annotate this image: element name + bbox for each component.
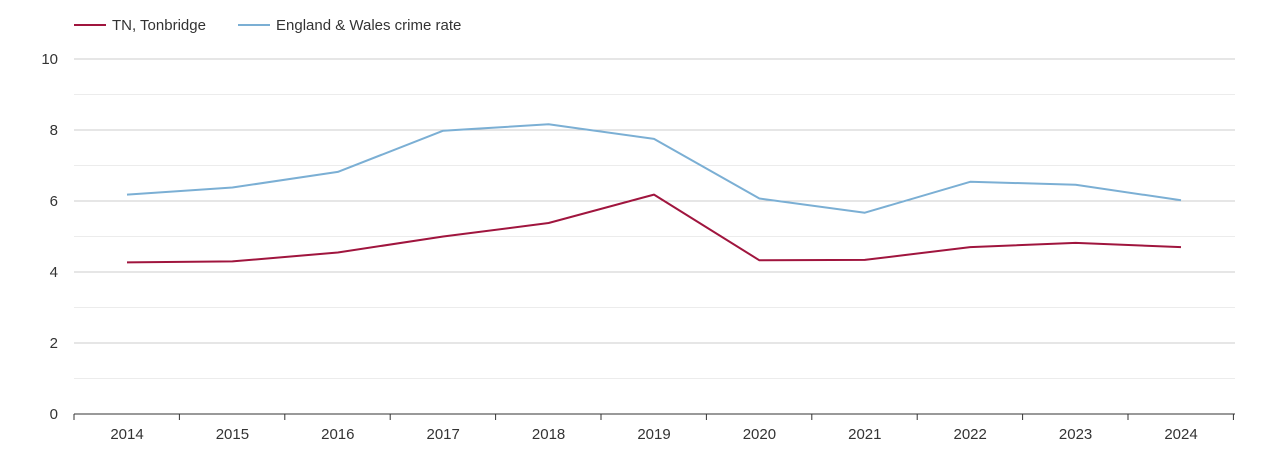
- y-tick-label: 4: [50, 264, 58, 281]
- x-tick-label: 2022: [954, 426, 987, 443]
- x-tick-label: 2020: [743, 426, 776, 443]
- x-tick-label: 2016: [321, 426, 354, 443]
- legend-label-england-wales: England & Wales crime rate: [276, 17, 461, 34]
- x-axis: 2014 2015 2016 2017 2018 2019 2020 2021 2022 2023…: [73, 413, 1235, 443]
- y-tick-label: 10: [41, 51, 58, 68]
- x-tick-label: 2021: [848, 426, 881, 443]
- x-tick-label: 2018: [532, 426, 565, 443]
- x-tick-label: 2023: [1059, 426, 1092, 443]
- y-axis: 0 2 4 6 8 10: [41, 51, 58, 423]
- series-group: [126, 123, 1182, 264]
- x-tick-label: 2017: [427, 426, 460, 443]
- x-tick-label: 2015: [216, 426, 249, 443]
- legend: TN, Tonbridge England & Wales crime rate: [74, 17, 461, 34]
- x-tick-label: 2019: [637, 426, 670, 443]
- x-tick-label: 2014: [110, 426, 143, 443]
- x-tick-label: 2024: [1164, 426, 1197, 443]
- series-line-tonbridge: [126, 193, 1182, 264]
- y-tick-label: 8: [50, 122, 58, 139]
- y-tick-label: 0: [50, 406, 58, 423]
- series-line-england-wales: [126, 123, 1182, 214]
- gridlines: [74, 58, 1235, 379]
- legend-label-tonbridge: TN, Tonbridge: [112, 17, 206, 34]
- y-tick-label: 6: [50, 193, 58, 210]
- y-tick-label: 2: [50, 335, 58, 352]
